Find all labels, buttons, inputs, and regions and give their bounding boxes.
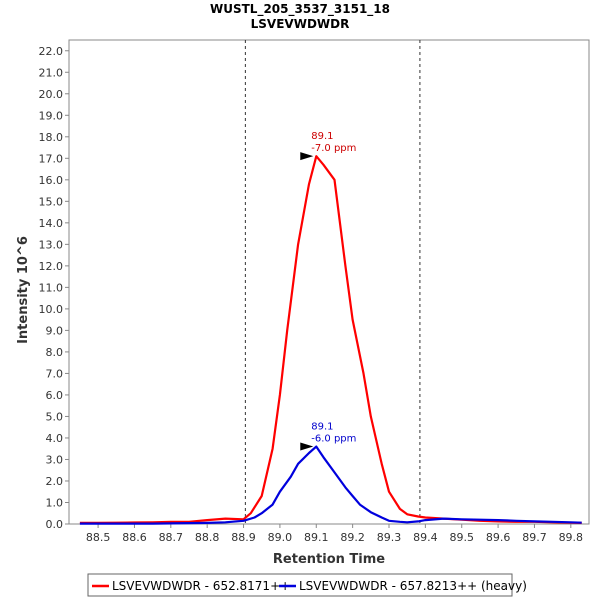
x-axis-label: Retention Time <box>273 552 385 567</box>
y-tick-label: 22.0 <box>39 45 64 58</box>
y-tick-label: 11.0 <box>39 281 64 294</box>
y-tick-label: 9.0 <box>46 324 64 337</box>
peak-ppm-label: -7.0 ppm <box>311 143 356 154</box>
peak-rt-label: 89.1 <box>311 422 333 433</box>
x-tick-label: 89.4 <box>413 531 438 544</box>
x-tick-label: 88.6 <box>122 531 147 544</box>
peak-ppm-label: -6.0 ppm <box>311 434 356 445</box>
legend-box <box>87 573 513 597</box>
y-tick-label: 3.0 <box>46 453 64 466</box>
x-tick-label: 88.8 <box>195 531 220 544</box>
y-tick-label: 2.0 <box>46 475 64 488</box>
x-tick-label: 89.1 <box>304 531 329 544</box>
integration-boundaries <box>244 40 421 524</box>
y-tick-label: 20.0 <box>39 88 64 101</box>
y-tick-label: 15.0 <box>39 195 64 208</box>
x-tick-label: 89.5 <box>449 531 474 544</box>
y-tick-label: 14.0 <box>39 217 64 230</box>
x-tick-label: 89.8 <box>559 531 584 544</box>
chart-title: WUSTL_205_3537_3151_18 <box>210 2 390 17</box>
legend-label-heavy: LSVEVWDWDR - 657.8213++ (heavy) <box>299 579 527 593</box>
y-tick-label: 19.0 <box>39 109 64 122</box>
y-tick-label: 4.0 <box>46 432 64 445</box>
x-tick-label: 89.0 <box>268 531 293 544</box>
y-tick-label: 8.0 <box>46 346 64 359</box>
x-tick-label: 89.2 <box>340 531 365 544</box>
y-tick-label: 12.0 <box>39 260 64 273</box>
y-tick-label: 16.0 <box>39 174 64 187</box>
peak-marker-arrow <box>300 152 314 161</box>
x-tick-label: 89.3 <box>377 531 402 544</box>
y-tick-label: 10.0 <box>39 303 64 316</box>
x-tick-label: 88.9 <box>231 531 256 544</box>
y-axis-label: Intensity 10^6 <box>16 236 31 344</box>
y-tick-label: 13.0 <box>39 238 64 251</box>
y-tick-label: 1.0 <box>46 496 64 509</box>
y-tick-label: 21.0 <box>39 66 64 79</box>
y-tick-label: 6.0 <box>46 389 64 402</box>
x-tick-label: 88.5 <box>86 531 111 544</box>
chart-subtitle: LSVEVWDWDR <box>251 17 350 31</box>
y-tick-label: 7.0 <box>46 367 64 380</box>
peak-rt-label: 89.1 <box>311 131 333 142</box>
y-axis-ticks: 0.0 1.0 2.0 3.0 4.0 5.0 6.0 7.0 8.0 9.0 10.0 11.0 12… <box>39 45 69 531</box>
series-line-heavy <box>79 445 582 525</box>
x-tick-label: 89.7 <box>522 531 547 544</box>
legend-label-light: LSVEVWDWDR - 652.8171++ <box>112 579 290 593</box>
x-tick-label: 89.6 <box>486 531 511 544</box>
x-tick-label: 88.7 <box>159 531 184 544</box>
y-tick-label: 5.0 <box>46 410 64 423</box>
y-tick-label: 17.0 <box>39 152 64 165</box>
peak-marker-arrow <box>300 442 314 451</box>
plot-area <box>68 39 590 525</box>
y-tick-label: 18.0 <box>39 131 64 144</box>
x-axis-ticks: 88.5 88.6 88.7 88.8 88.9 89.0 89.1 89.2 89.3 89.4… <box>86 524 583 544</box>
series-lines <box>79 155 582 525</box>
y-tick-label: 0.0 <box>46 518 64 531</box>
